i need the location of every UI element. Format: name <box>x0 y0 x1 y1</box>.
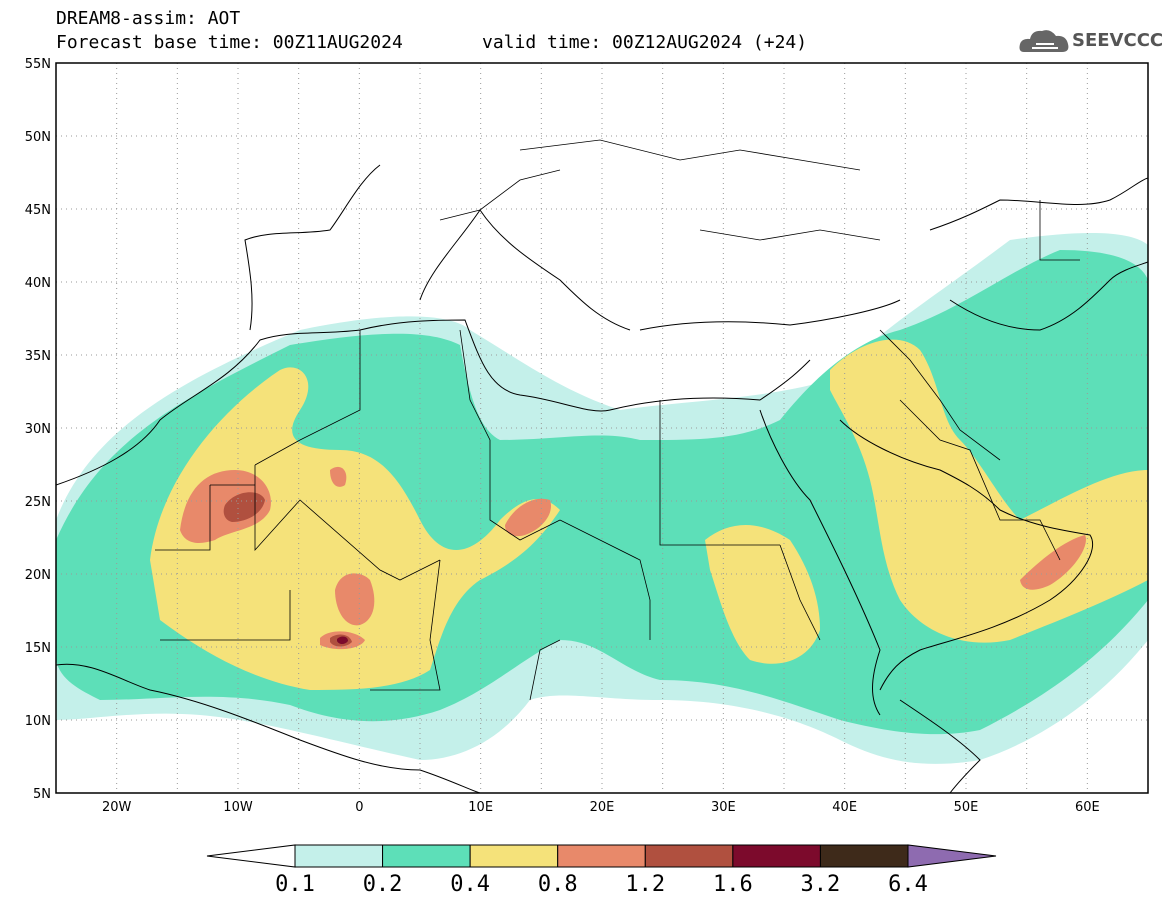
colorbar-box <box>294 844 384 868</box>
colorbar-box <box>382 844 471 868</box>
lon-tick-label: 10E <box>468 800 493 815</box>
lat-tick-label: 10N <box>25 714 51 729</box>
map-frame <box>55 62 1149 794</box>
lon-tick-label: 40E <box>832 800 857 815</box>
forecast-base-time: Forecast base time: 00Z11AUG2024 <box>56 32 403 53</box>
lat-tick-label: 15N <box>25 641 51 656</box>
lat-tick-label: 5N <box>33 787 51 802</box>
aot-band-0.4-west <box>150 367 560 690</box>
colorbar-max-arrow <box>907 844 997 868</box>
colorbar-label: 0.4 <box>450 872 490 897</box>
colorbar-label: 3.2 <box>801 872 841 897</box>
country-borders <box>155 139 1080 701</box>
colorbar-box <box>469 844 559 868</box>
lon-tick-label: 10W <box>223 800 253 815</box>
map-grid <box>56 63 1148 793</box>
colorbar-label: 0.8 <box>538 872 578 897</box>
lat-tick-label: 50N <box>25 130 51 145</box>
lat-tick-label: 45N <box>25 203 51 218</box>
colorbar-label: 1.6 <box>713 872 753 897</box>
colorbar-box <box>557 844 646 868</box>
lon-tick-label: 0 <box>355 800 363 815</box>
colorbar-label: 0.2 <box>363 872 403 897</box>
lat-tick-label: 35N <box>25 349 51 364</box>
aot-band-0.4-central <box>705 525 820 664</box>
coastlines <box>56 164 1148 793</box>
lon-tick-label: 50E <box>954 800 979 815</box>
aot-band-1.6 <box>337 636 348 644</box>
cloud-icon <box>1019 30 1069 52</box>
colorbar-label: 0.1 <box>275 872 315 897</box>
lon-tick-label: 20E <box>590 800 615 815</box>
colorbar-label: 1.2 <box>625 872 665 897</box>
map-title: DREAM8-assim: AOT <box>56 8 241 29</box>
lat-tick-label: 25N <box>25 495 51 510</box>
latitude-labels: 55N 50N 45N 40N 35N 30N 25N 20N 15N 10N 5N <box>25 57 51 802</box>
colorbar-box <box>644 844 734 868</box>
colorbar: 0.1 0.2 0.4 0.8 1.2 1.6 3.2 6.4 <box>206 844 997 897</box>
lon-tick-label: 30E <box>711 800 736 815</box>
valid-time: valid time: 00Z12AUG2024 (+24) <box>482 32 808 53</box>
colorbar-box <box>819 844 909 868</box>
lat-tick-label: 20N <box>25 568 51 583</box>
lon-tick-label: 20W <box>102 800 132 815</box>
logo-text: SEEVCCC <box>1072 30 1164 51</box>
longitude-labels: 20W 10W 0 10E 20E 30E 40E 50E 60E <box>102 800 1100 815</box>
lon-tick-label: 60E <box>1075 800 1100 815</box>
lat-tick-label: 55N <box>25 57 51 72</box>
lat-tick-label: 30N <box>25 422 51 437</box>
colorbar-label: 6.4 <box>888 872 928 897</box>
colorbar-min-arrow <box>206 844 296 868</box>
lat-tick-label: 40N <box>25 276 51 291</box>
colorbar-box <box>732 844 821 868</box>
